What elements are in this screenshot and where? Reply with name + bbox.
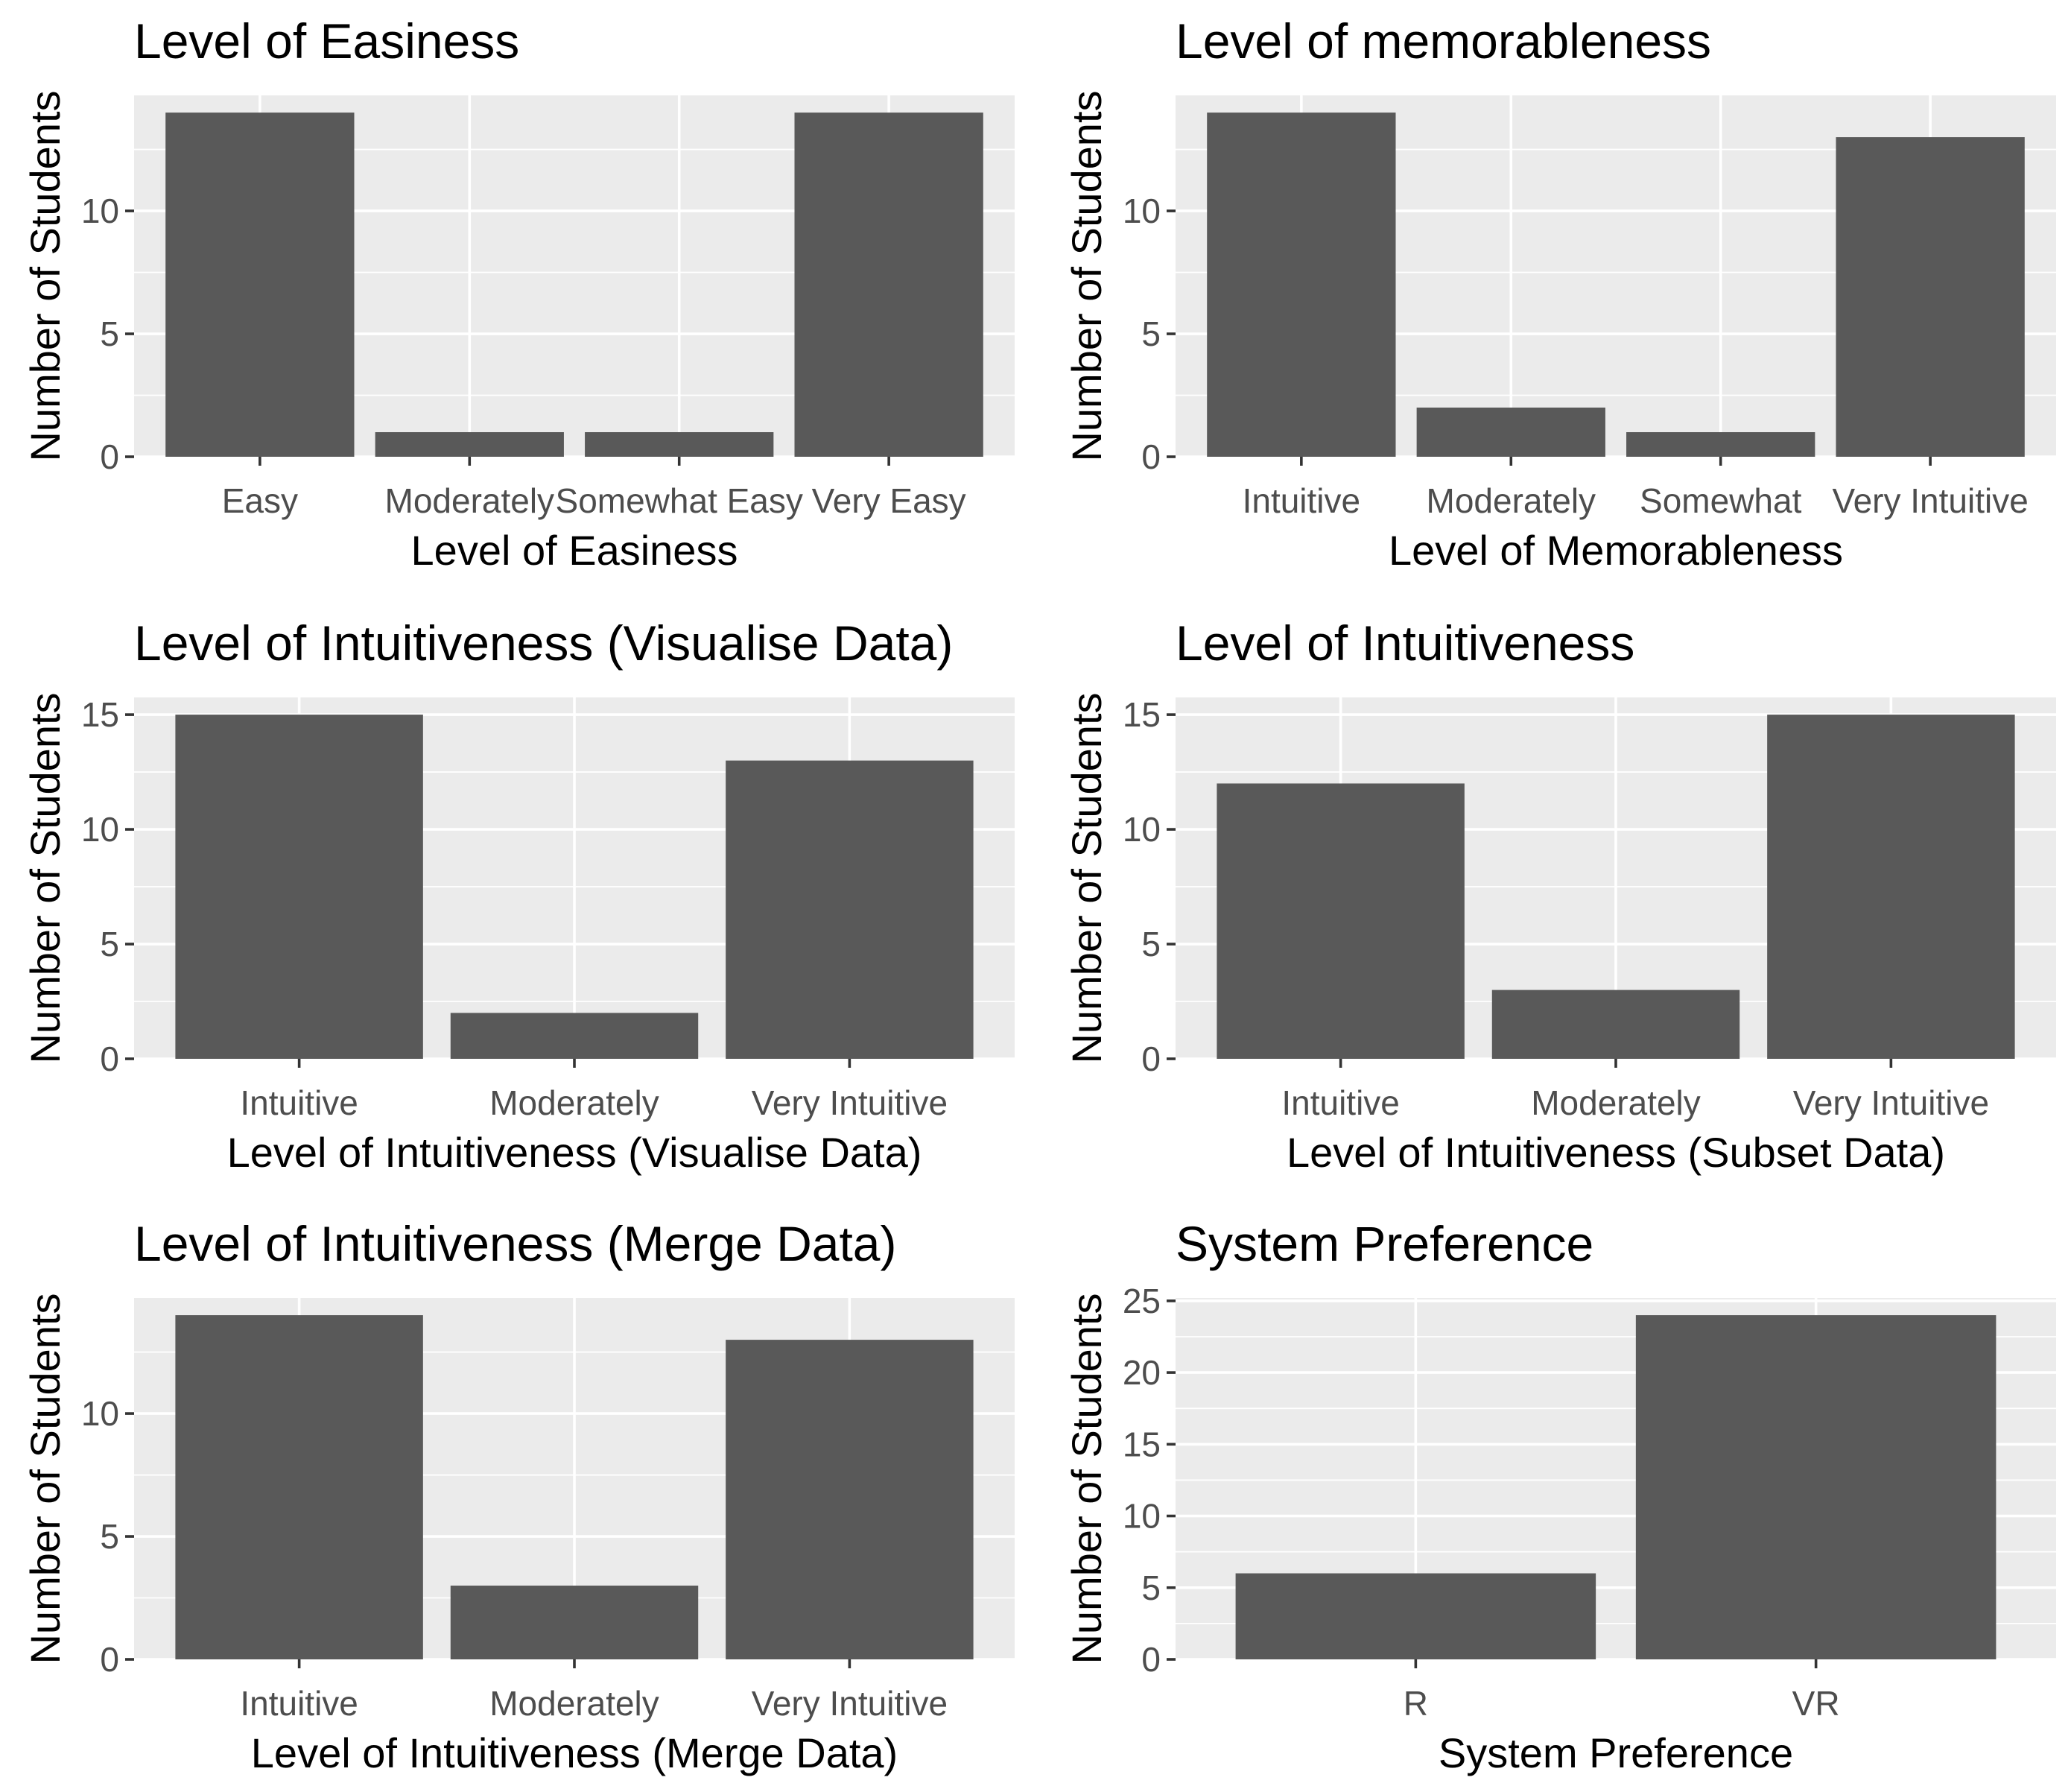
bar-intuitive	[175, 1315, 423, 1659]
y-tick-label: 5	[1141, 314, 1161, 353]
y-axis-title: Number of Students	[1063, 1293, 1110, 1664]
chart-3: 0 5 10 15 Intuitive Moderately Very Intuitive L…	[22, 615, 1015, 1176]
y-axis-title: Number of Students	[22, 692, 69, 1063]
x-tick-label: Intuitive	[1243, 481, 1361, 520]
chart-5: 0 5 10 Intuitive Moderately Very Intuitive Lev…	[22, 1216, 1015, 1776]
x-tick-label: Moderately	[489, 1684, 659, 1723]
chart-title: Level of Intuitiveness (Merge Data)	[134, 1216, 896, 1271]
x-axis-title: Level of Intuitiveness (Merge Data)	[251, 1729, 898, 1776]
x-axis-title: Level of Easiness	[411, 527, 738, 574]
y-tick-label: 10	[1123, 810, 1161, 849]
bar-somewhat-easy	[585, 432, 774, 457]
y-tick-label: 0	[1141, 437, 1161, 476]
chart-4: 0 5 10 15 Intuitive Moderately Very Intuitive L…	[1063, 615, 2056, 1176]
bar-intuitive	[1217, 783, 1465, 1059]
bar-moderately	[450, 1013, 699, 1059]
chart-title: Level of memorableness	[1176, 13, 1711, 69]
y-tick-label: 5	[1141, 1568, 1161, 1607]
x-tick-label: Somewhat Easy	[556, 481, 803, 520]
y-tick-label: 0	[100, 437, 119, 476]
chart-2: 0 5 10 Intuitive Moderately Somewhat Very Intu…	[1063, 13, 2056, 574]
bar-easy	[165, 113, 355, 457]
chart-title: System Preference	[1176, 1216, 1593, 1271]
bar-moderately	[1491, 990, 1740, 1059]
y-tick-label: 0	[100, 1640, 119, 1679]
y-tick-label: 10	[1123, 1497, 1161, 1536]
bar-moderately	[375, 432, 564, 457]
chart-title: Level of Intuitiveness (Visualise Data)	[134, 615, 953, 671]
x-axis-title: Level of Intuitiveness (Visualise Data)	[227, 1129, 922, 1176]
y-tick-label: 15	[1123, 1425, 1161, 1463]
bar-r	[1235, 1573, 1596, 1659]
y-tick-label: 10	[81, 810, 119, 849]
y-axis-title: Number of Students	[22, 90, 69, 461]
y-tick-label: 10	[1123, 191, 1161, 230]
chart-title: Level of Easiness	[134, 13, 519, 69]
x-tick-label: Very Intuitive	[1793, 1083, 1989, 1122]
y-tick-label: 0	[1141, 1640, 1161, 1679]
y-tick-label: 15	[81, 695, 119, 734]
y-tick-label: 0	[100, 1039, 119, 1078]
y-tick-label: 10	[81, 1394, 119, 1433]
bar-intuitive	[1207, 113, 1396, 457]
y-tick-label: 15	[1123, 695, 1161, 734]
x-tick-label: Somewhat	[1640, 481, 1802, 520]
x-tick-label: Very Intuitive	[752, 1684, 948, 1723]
bar-very-intuitive	[726, 1340, 974, 1659]
x-axis-title: System Preference	[1439, 1729, 1793, 1776]
y-tick-label: 5	[100, 314, 119, 353]
x-tick-label: Moderately	[1531, 1083, 1701, 1122]
chart-title: Level of Intuitiveness	[1176, 615, 1634, 671]
x-tick-label: Intuitive	[240, 1684, 358, 1723]
x-tick-label: Very Intuitive	[1832, 481, 2028, 520]
x-tick-label: Easy	[222, 481, 298, 520]
bar-vr	[1635, 1315, 1997, 1659]
y-tick-label: 5	[1141, 925, 1161, 963]
x-tick-label: Intuitive	[1281, 1083, 1400, 1122]
bar-very-intuitive	[726, 760, 974, 1059]
x-tick-label: VR	[1792, 1684, 1840, 1723]
y-tick-label: 10	[81, 191, 119, 230]
y-axis-title: Number of Students	[1063, 90, 1110, 461]
y-tick-label: 25	[1123, 1282, 1161, 1320]
y-tick-label: 20	[1123, 1353, 1161, 1392]
x-tick-label: Moderately	[385, 481, 555, 520]
x-axis-title: Level of Intuitiveness (Subset Data)	[1287, 1129, 1945, 1176]
chart-6: 0 5 10 15 20 25 R VR System Preference System Pre…	[1063, 1216, 2056, 1776]
bar-very-easy	[794, 113, 983, 457]
bar-moderately	[450, 1586, 699, 1659]
bar-somewhat	[1626, 432, 1815, 457]
x-tick-label: Intuitive	[240, 1083, 358, 1122]
bar-intuitive	[175, 715, 423, 1059]
y-tick-label: 0	[1141, 1039, 1161, 1078]
chart-1: 0 5 10 Easy Moderately Somewhat Easy Very Easy…	[22, 13, 1015, 574]
x-tick-label: Very Intuitive	[752, 1083, 948, 1122]
x-tick-label: R	[1404, 1684, 1428, 1723]
x-tick-label: Moderately	[1427, 481, 1596, 520]
y-tick-label: 5	[100, 1517, 119, 1556]
x-axis-title: Level of Memorableness	[1389, 527, 1843, 574]
x-tick-label: Very Easy	[812, 481, 966, 520]
x-tick-label: Moderately	[489, 1083, 659, 1122]
bar-moderately	[1416, 408, 1605, 457]
bar-very-intuitive	[1836, 137, 2025, 457]
y-axis-title: Number of Students	[22, 1293, 69, 1664]
bar-very-intuitive	[1767, 715, 2015, 1059]
y-tick-label: 5	[100, 925, 119, 963]
y-axis-title: Number of Students	[1063, 692, 1110, 1063]
